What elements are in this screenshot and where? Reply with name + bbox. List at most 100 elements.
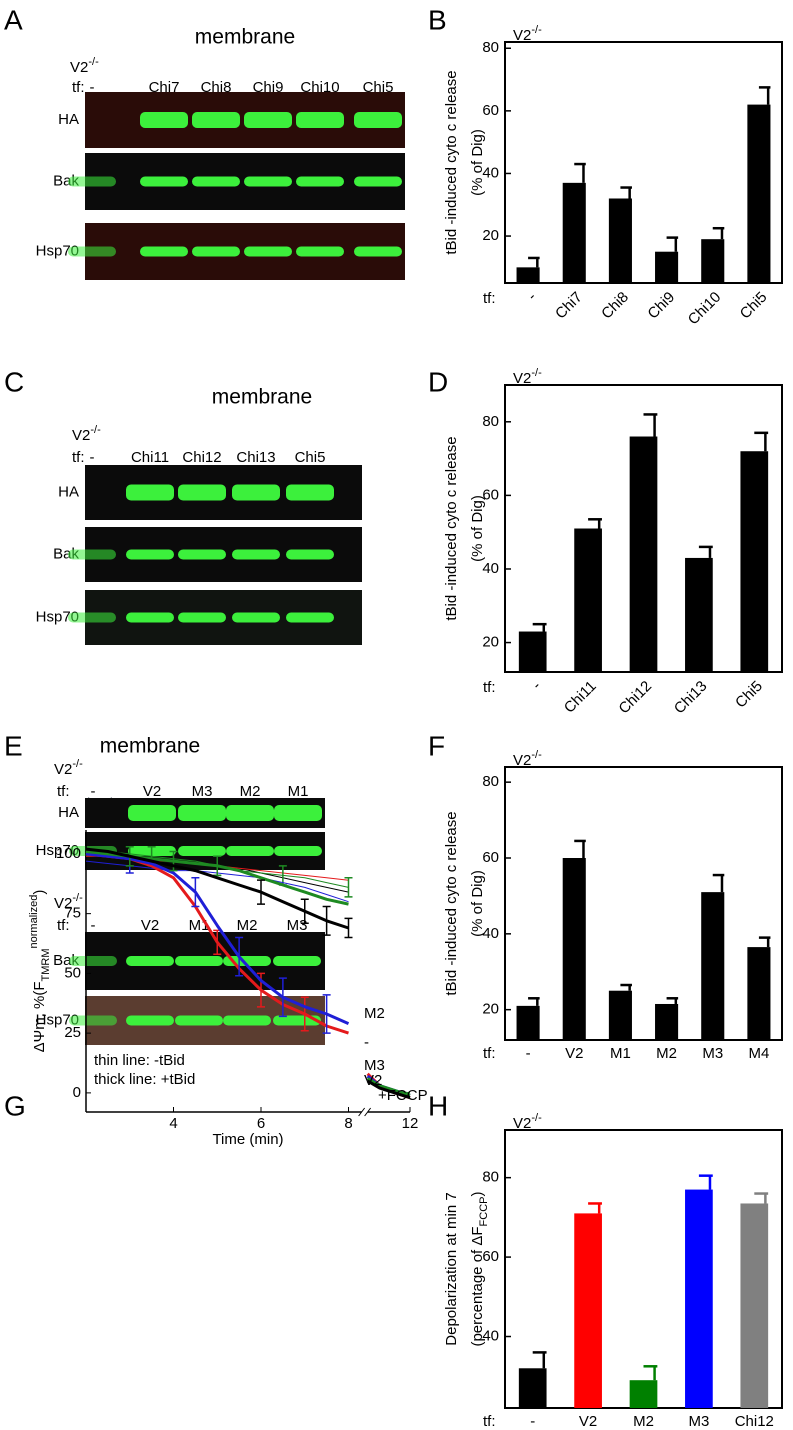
blot-band	[128, 805, 176, 821]
x-tick-label: -	[526, 1045, 531, 1062]
tf-label: tf:	[57, 783, 70, 800]
x-tick-label: M4	[748, 1045, 769, 1062]
y-axis-label: (% of Dig)	[469, 870, 486, 937]
annotation: +FCCP	[378, 1087, 428, 1104]
lane-label: M3	[192, 783, 213, 800]
genotype-part: V2	[70, 59, 88, 76]
error-bar	[257, 879, 265, 905]
genotype: V2-/-	[513, 24, 542, 44]
genotype: V2-/-	[70, 56, 99, 76]
y-axis-label-part: normalized	[28, 895, 40, 949]
genotype-part: V2	[513, 1115, 531, 1132]
blot-band	[68, 246, 116, 257]
x-tick-label: 4	[169, 1115, 177, 1132]
blot-band	[126, 956, 174, 966]
lane-label: Chi7	[149, 79, 180, 96]
panel-label: C	[4, 366, 24, 397]
bar	[701, 239, 725, 283]
y-axis-label-part: ΔΨm, %(F	[31, 981, 48, 1052]
lane-label: M1	[288, 783, 309, 800]
blot-band	[178, 846, 226, 856]
x-tick-label: M2	[656, 1045, 677, 1062]
x-tick-label: M1	[610, 1045, 631, 1062]
x-tick-label: Chi12	[735, 1413, 774, 1430]
lane-label: -	[90, 449, 95, 466]
x-tick-label: Chi13	[671, 678, 711, 718]
blot-band	[296, 246, 344, 257]
plot-frame	[504, 766, 783, 1041]
panel-label: D	[428, 366, 448, 397]
x-tick-label: Chi11	[561, 678, 600, 717]
blot-band	[69, 1015, 117, 1026]
bar	[562, 182, 586, 283]
annotation: thick line: +tBid	[94, 1071, 195, 1088]
lane-label: V2	[141, 917, 159, 934]
x-axis-label: Time (min)	[212, 1131, 283, 1148]
y-tick-label: 80	[482, 1169, 499, 1186]
genotype-part: V2	[54, 761, 72, 778]
bar	[629, 436, 658, 672]
x-tick-label: -	[530, 1413, 535, 1430]
blot-band	[274, 805, 322, 821]
y-tick-label: 40	[482, 1327, 499, 1344]
lane-label: Chi5	[295, 449, 326, 466]
y-axis-label: tBid -induced cyto c release	[443, 811, 460, 995]
y-tick-label: 20	[482, 634, 499, 651]
y-axis-label: (percentage of ΔFFCCP)	[469, 1191, 490, 1346]
blot-band	[175, 956, 223, 966]
error-bar	[300, 898, 309, 924]
blot-band	[354, 112, 402, 128]
lane-label: M2	[240, 783, 261, 800]
genotype-part: V2	[513, 752, 531, 769]
blot-band	[286, 484, 334, 501]
blot-band	[140, 112, 188, 128]
y-axis-label-part: TMRM	[40, 948, 52, 981]
blot-band	[178, 805, 226, 821]
y-tick-label: 60	[482, 849, 499, 866]
genotype-part: -/-	[72, 892, 83, 904]
lane-label: Chi10	[300, 79, 339, 96]
genotype-part: V2	[54, 895, 72, 912]
panel-label: A	[4, 4, 23, 35]
blot-title: membrane	[212, 386, 312, 409]
bar	[518, 1368, 547, 1408]
end-label: M3	[364, 1057, 385, 1074]
blot-band	[126, 549, 174, 560]
bar	[655, 1003, 679, 1040]
blot-band	[354, 246, 402, 257]
genotype: V2-/-	[54, 892, 83, 912]
end-label: -	[364, 1034, 369, 1051]
error-bar	[300, 996, 309, 1032]
x-axis-label: tf:	[483, 679, 496, 696]
y-axis-label: tBid -induced cyto c release	[443, 70, 460, 254]
x-tick-label: Chi7	[552, 289, 586, 323]
y-tick-label: 60	[482, 102, 499, 119]
blot-band	[126, 484, 174, 501]
bar	[701, 892, 725, 1040]
x-axis-label: tf:	[483, 1413, 496, 1430]
blot-band	[354, 176, 402, 187]
lane-label: -	[90, 79, 95, 96]
blot-band	[232, 484, 280, 501]
blot-band	[192, 112, 240, 128]
x-tick-label: -	[524, 289, 540, 305]
panel-label: F	[428, 730, 445, 761]
x-tick-label: Chi10	[685, 289, 725, 329]
error-bar	[191, 877, 200, 908]
genotype-part: -/-	[88, 56, 99, 68]
blot-band	[273, 956, 321, 966]
lane-label: Chi5	[363, 79, 394, 96]
blot-band	[244, 246, 292, 257]
blot-band	[126, 1015, 174, 1026]
end-label: V2	[364, 1072, 382, 1089]
y-tick-label: 60	[482, 1248, 499, 1265]
row-label: HA	[58, 111, 79, 128]
lane-label: Chi11	[131, 449, 169, 466]
blot-band	[68, 176, 116, 187]
blot-title: membrane	[195, 26, 295, 49]
x-tick-label: 6	[257, 1115, 265, 1132]
genotype: V2-/-	[513, 1112, 542, 1132]
bar	[518, 631, 547, 672]
y-axis-label-part: )	[469, 1191, 486, 1196]
blot-band	[69, 956, 117, 966]
